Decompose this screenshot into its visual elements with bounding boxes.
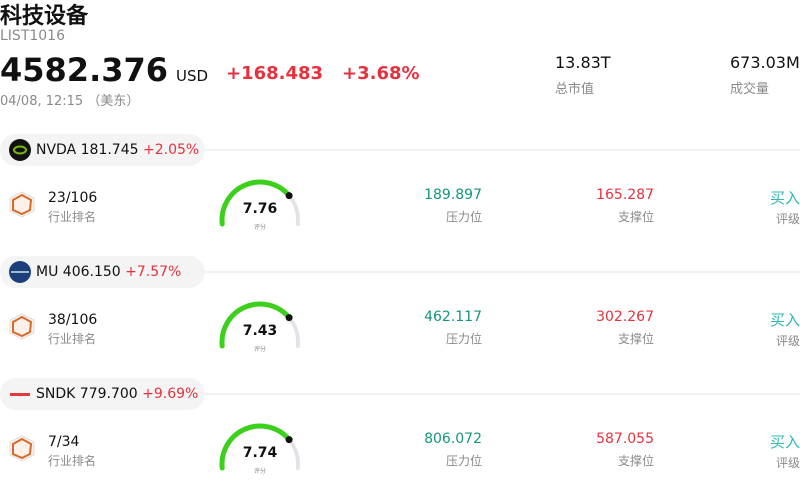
score-label: 评分	[254, 468, 267, 475]
gauge	[219, 179, 300, 227]
change-pct: +2.05%	[142, 142, 200, 158]
rating-label: 评级	[775, 212, 800, 226]
pill	[0, 134, 205, 166]
pill	[0, 378, 205, 410]
support-label: 支撑位	[617, 454, 654, 468]
logo	[9, 139, 31, 161]
gauge	[219, 301, 300, 349]
pill	[0, 256, 205, 288]
code: LIST1016	[0, 28, 65, 44]
rank: 38/106	[48, 312, 98, 328]
ticker-line: SNDK 779.700 +9.69%	[36, 386, 198, 402]
ticker-line: NVDA 181.745 +2.05%	[36, 142, 199, 158]
resistance-label: 压力位	[445, 332, 482, 346]
gauge	[219, 423, 300, 471]
rank: 7/34	[48, 434, 80, 450]
volume: 673.03M	[730, 53, 800, 72]
resistance: 806.072	[424, 431, 482, 447]
price: 181.745	[80, 142, 139, 158]
change-pct: +9.69%	[142, 386, 199, 402]
score: 7.43	[242, 323, 278, 339]
resistance-label: 压力位	[445, 454, 482, 468]
support: 587.055	[596, 431, 654, 447]
timezone: （美东）	[87, 94, 140, 109]
price: 4582.376	[0, 51, 169, 89]
rating: 买入	[769, 189, 800, 207]
support-label: 支撑位	[617, 332, 654, 346]
change-pct: +7.57%	[125, 264, 182, 280]
rating: 买入	[769, 311, 800, 329]
rank-icon	[9, 191, 35, 218]
rating-label: 评级	[775, 334, 800, 348]
rank-label: 行业排名	[48, 332, 97, 346]
time-value: 04/08, 12:15	[0, 94, 84, 109]
support: 165.287	[596, 187, 654, 203]
score: 7.76	[242, 201, 278, 217]
volume-label: 成交量	[730, 82, 770, 97]
ticker: NVDA	[36, 142, 77, 158]
market-cap-label: 总市值	[555, 82, 595, 97]
rank: 23/106	[48, 190, 98, 206]
time: 04/08, 12:15 （美东）	[0, 90, 139, 109]
row-graphics	[0, 256, 800, 349]
score-label: 评分	[254, 346, 267, 353]
resistance-label: 压力位	[445, 210, 482, 224]
resistance: 462.117	[424, 309, 482, 325]
market-cap: 13.83T	[555, 53, 611, 72]
page: {"header":{"title":"科技设备","code":"LIST10…	[0, 4, 800, 475]
ticker: MU	[36, 264, 59, 280]
change: +168.483	[226, 63, 324, 84]
rating-label: 评级	[775, 456, 800, 470]
rating: 买入	[769, 433, 800, 451]
rank-icon	[9, 435, 35, 462]
rank-label: 行业排名	[48, 210, 97, 224]
resistance: 189.897	[424, 187, 482, 203]
change-pct: +3.68%	[342, 63, 420, 84]
rank-icon	[9, 313, 35, 340]
currency: USD	[176, 67, 209, 85]
rank-label: 行业排名	[48, 454, 97, 468]
title: 科技设备	[0, 4, 89, 29]
support-label: 支撑位	[617, 210, 654, 224]
ticker-line: MU 406.150 +7.57%	[36, 264, 181, 280]
row-graphics	[0, 378, 800, 471]
support: 302.267	[596, 309, 654, 325]
price: 406.150	[62, 264, 121, 280]
score: 7.74	[242, 445, 278, 461]
row-graphics	[0, 134, 800, 227]
price: 779.700	[79, 386, 138, 402]
score-label: 评分	[254, 224, 267, 231]
logo	[10, 393, 30, 396]
logo	[9, 261, 31, 283]
ticker: SNDK	[36, 386, 76, 402]
